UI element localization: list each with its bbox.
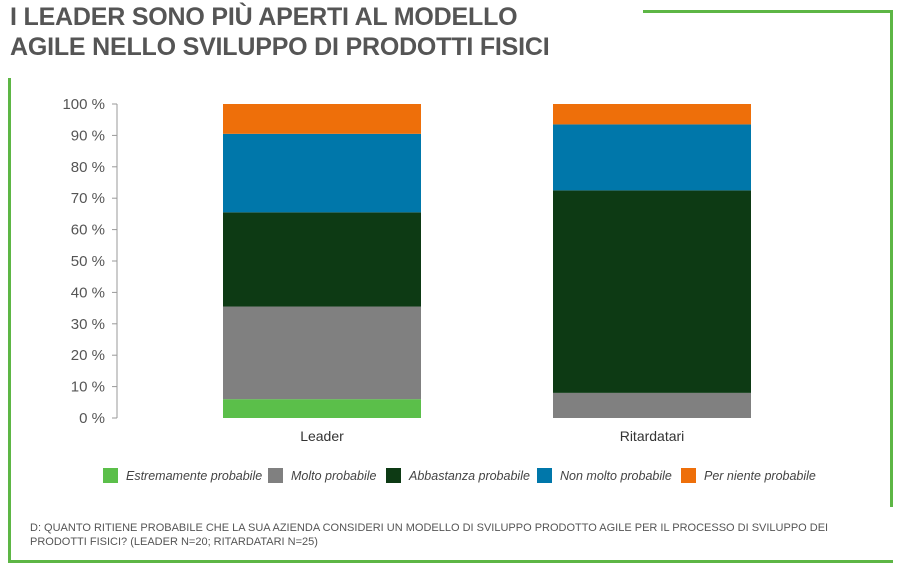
- legend-swatch: [681, 468, 696, 483]
- y-tick-label: 0 %: [79, 410, 105, 427]
- legend-label: Per niente probabile: [704, 468, 816, 483]
- x-category-label: Ritardatari: [620, 428, 685, 444]
- legend-swatch: [537, 468, 552, 483]
- legend-item: Molto probabile: [268, 468, 376, 483]
- frame-bottom-border: [8, 560, 893, 563]
- y-tick-label: 40 %: [71, 284, 105, 301]
- legend-swatch: [103, 468, 118, 483]
- legend-swatch: [386, 468, 401, 483]
- legend-label: Abbastanza probabile: [409, 468, 530, 483]
- frame-left-border: [8, 78, 11, 563]
- legend-swatch: [268, 468, 283, 483]
- y-tick-label: 100 %: [62, 96, 105, 113]
- bar-segment-non-molto-probabile: [553, 124, 751, 191]
- stacked-bar-chart: 0 % 10 % 20 % 30 % 40 % 50 % 60 % 70 % 80 % 90 % 1…: [62, 96, 751, 444]
- legend-item: Non molto probabile: [537, 468, 672, 483]
- bar-segment-abbastanza-probabile: [553, 190, 751, 393]
- frame-right-border: [890, 10, 893, 507]
- legend-label: Estremamente probabile: [126, 468, 263, 483]
- y-tick-label: 50 %: [71, 253, 105, 270]
- legend-label: Non molto probabile: [560, 468, 672, 483]
- y-tick-label: 30 %: [71, 316, 105, 333]
- y-tick-label: 20 %: [71, 347, 105, 364]
- bar-segment-per-niente-probabile: [223, 104, 421, 134]
- chart-title: I LEADER SONO PIÙ APERTI AL MODELLO AGIL…: [10, 3, 550, 61]
- bar-segment-molto-probabile: [553, 392, 751, 418]
- bar-segment-non-molto-probabile: [223, 133, 421, 213]
- x-category-label: Leader: [300, 428, 344, 444]
- chart-legend: Estremamente probabile Molto probabile Abb…: [0, 468, 900, 488]
- footnote: D: QUANTO RITIENE PROBABILE CHE LA SUA A…: [30, 522, 829, 548]
- legend-item: Abbastanza probabile: [386, 468, 530, 483]
- legend-item: Per niente probabile: [681, 468, 816, 483]
- bar-segment-estremamente-probabile: [223, 399, 421, 418]
- bar-segment-abbastanza-probabile: [223, 212, 421, 307]
- y-tick-label: 80 %: [71, 159, 105, 176]
- frame-top-border: [643, 10, 893, 13]
- y-tick-label: 70 %: [71, 190, 105, 207]
- legend-item: Estremamente probabile: [103, 468, 262, 483]
- y-tick-label: 60 %: [71, 222, 105, 239]
- bar-segment-molto-probabile: [223, 306, 421, 400]
- y-tick-label: 10 %: [71, 379, 105, 396]
- bar-segment-per-niente-probabile: [553, 104, 751, 125]
- legend-label: Molto probabile: [291, 468, 377, 483]
- y-tick-label: 90 %: [71, 127, 105, 144]
